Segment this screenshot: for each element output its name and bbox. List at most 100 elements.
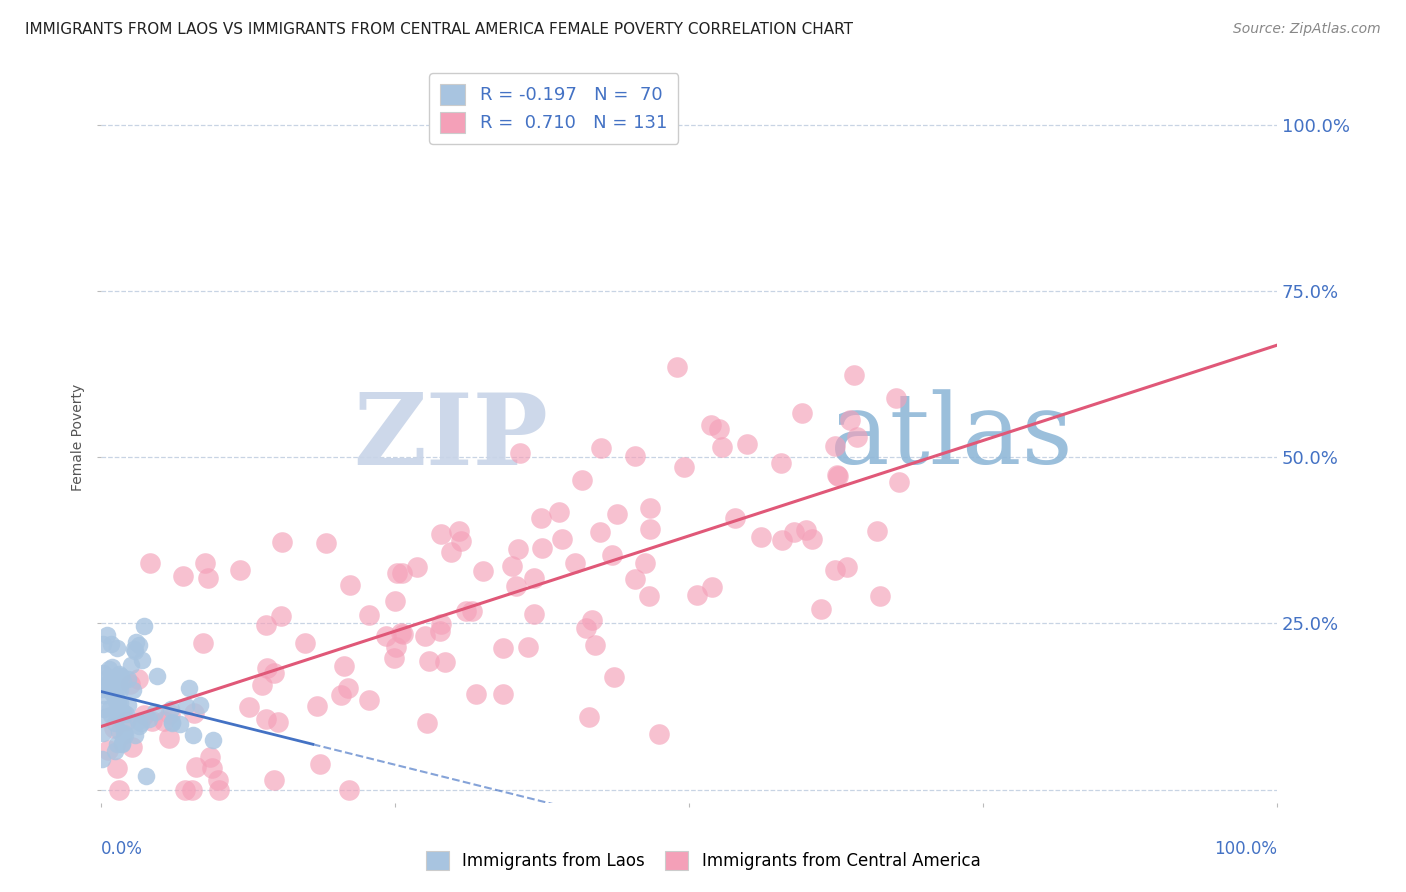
Point [104, 715, 127, 730]
Point [418, 654, 440, 668]
Point [97, 743, 120, 757]
Point [294, 636, 316, 650]
Point [430, 617, 453, 632]
Point [391, 566, 413, 580]
Point [415, 629, 437, 643]
Point [117, 698, 139, 712]
Point [842, 368, 865, 382]
Point [110, 696, 132, 710]
Point [91, 752, 114, 766]
Point [790, 406, 813, 420]
Point [509, 446, 531, 460]
Point [270, 609, 292, 624]
Point [591, 442, 613, 456]
Point [624, 572, 647, 586]
Y-axis label: Female Poverty: Female Poverty [72, 384, 86, 491]
Point [889, 475, 911, 489]
Point [134, 619, 156, 633]
Point [180, 782, 202, 797]
Point [845, 430, 868, 444]
Point [105, 761, 128, 775]
Point [606, 508, 628, 522]
Point [105, 737, 128, 751]
Text: atlas: atlas [830, 389, 1073, 485]
Point [449, 524, 471, 539]
Point [229, 563, 252, 577]
Point [104, 743, 127, 757]
Point [305, 699, 328, 714]
Point [193, 636, 215, 650]
Point [93, 726, 115, 740]
Point [207, 772, 229, 787]
Point [440, 544, 463, 558]
Text: 100.0%: 100.0% [1213, 840, 1277, 858]
Point [638, 500, 661, 515]
Point [529, 511, 551, 525]
Point [454, 604, 477, 618]
Point [578, 710, 600, 724]
Point [471, 564, 494, 578]
Point [263, 665, 285, 680]
Point [337, 681, 360, 695]
Point [129, 715, 152, 730]
Point [271, 534, 294, 549]
Point [382, 651, 405, 665]
Point [108, 675, 131, 690]
Point [800, 532, 823, 546]
Point [309, 757, 332, 772]
Point [181, 728, 204, 742]
Point [385, 640, 408, 655]
Point [530, 541, 553, 555]
Point [835, 560, 858, 574]
Point [523, 607, 546, 622]
Text: IMMIGRANTS FROM LAOS VS IMMIGRANTS FROM CENTRAL AMERICA FEMALE POVERTY CORRELATI: IMMIGRANTS FROM LAOS VS IMMIGRANTS FROM … [25, 22, 853, 37]
Point [638, 589, 661, 603]
Point [194, 556, 217, 570]
Point [581, 613, 603, 627]
Point [492, 687, 515, 701]
Point [153, 714, 176, 728]
Point [173, 782, 195, 797]
Point [392, 626, 415, 640]
Text: Source: ZipAtlas.com: Source: ZipAtlas.com [1233, 22, 1381, 37]
Point [699, 417, 721, 432]
Point [201, 762, 224, 776]
Point [770, 533, 793, 547]
Point [91, 665, 114, 680]
Point [333, 658, 356, 673]
Point [115, 714, 138, 728]
Point [256, 661, 278, 675]
Point [710, 440, 733, 454]
Point [506, 542, 529, 557]
Point [429, 527, 451, 541]
Point [169, 717, 191, 731]
Point [737, 436, 759, 450]
Point [516, 640, 538, 654]
Point [139, 556, 162, 570]
Point [374, 629, 396, 643]
Point [145, 669, 167, 683]
Legend: Immigrants from Laos, Immigrants from Central America: Immigrants from Laos, Immigrants from Ce… [419, 844, 987, 877]
Point [492, 641, 515, 656]
Point [827, 468, 849, 483]
Point [673, 460, 696, 475]
Point [624, 449, 647, 463]
Point [433, 656, 456, 670]
Legend: R = -0.197   N =  70, R =  0.710   N = 131: R = -0.197 N = 70, R = 0.710 N = 131 [429, 73, 678, 144]
Point [202, 733, 225, 747]
Point [810, 602, 832, 616]
Point [465, 687, 488, 701]
Point [183, 706, 205, 721]
Point [103, 721, 125, 735]
Point [184, 760, 207, 774]
Point [100, 701, 122, 715]
Point [94, 710, 117, 724]
Point [131, 653, 153, 667]
Point [172, 569, 194, 583]
Point [112, 717, 135, 731]
Point [429, 624, 451, 638]
Point [141, 714, 163, 729]
Point [91, 681, 114, 696]
Point [839, 413, 862, 427]
Point [127, 714, 149, 728]
